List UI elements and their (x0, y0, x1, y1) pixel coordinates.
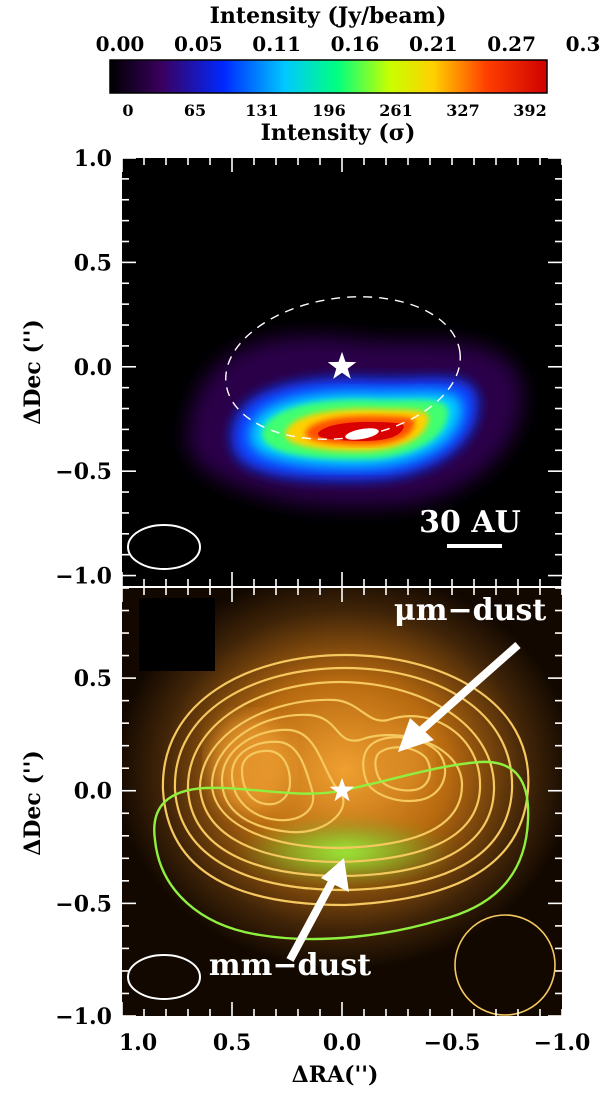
colorbar-bottom-tick-label: 65 (184, 101, 206, 120)
bottom-beam-ellipse (127, 954, 201, 1000)
ytick-label: −1.0 (55, 564, 112, 590)
colorbar-top-tick-label: 0.27 (487, 32, 536, 56)
top-beam-ellipse (127, 524, 201, 570)
top-panel-ylabel: ΔDec ('') (20, 319, 46, 425)
colorbar-title-bottom: Intensity (σ) (261, 120, 416, 146)
um-contour-1 (161, 653, 530, 907)
colorbar-top-tick-label: 0.16 (331, 32, 380, 56)
colorbar-top-tick-label: 0.21 (409, 32, 458, 56)
masked-corner (139, 598, 215, 671)
colorbar-gradient (109, 59, 548, 94)
ytick-label: 0.0 (74, 779, 112, 805)
ytick-label: 1.0 (74, 146, 112, 172)
um-dust-arrow (398, 642, 521, 752)
ytick-label: 0.5 (74, 666, 112, 692)
green-glow (235, 817, 455, 887)
psf-circle (454, 914, 556, 1016)
mm-dust-label: mm−dust (209, 948, 371, 983)
um-contour-7 (230, 740, 315, 822)
mm-dust-arrow (286, 858, 349, 962)
um-contour-8 (240, 749, 292, 806)
star-marker-top (327, 351, 357, 379)
colorbar-bottom-tick-label: 392 (513, 101, 546, 120)
xtick-label: 0.0 (323, 1030, 361, 1056)
bottom-panel-xlabel: ΔRA('') (292, 1062, 379, 1088)
colorbar-bottom-tick-label: 131 (245, 101, 278, 120)
colorbar-top-tick-label: 0.11 (252, 32, 301, 56)
colorbar-top-tick-label: 0.32 (566, 32, 600, 56)
star-marker-bottom (329, 777, 355, 802)
um-dust-contours (161, 653, 530, 907)
bottom-panel-ylabel: ΔDec ('') (20, 750, 46, 856)
mm-dust-contour (153, 760, 530, 941)
colorbar-title-top: Intensity (Jy/beam) (210, 3, 447, 29)
bottom-panel-xtick-labels: 1.0 0.5 0.0 −0.5 −1.0 (119, 1030, 591, 1056)
bottom-panel-ticks (121, 587, 563, 1017)
um-contour-10 (374, 746, 432, 792)
xtick-label: −1.0 (534, 1030, 591, 1056)
colorbar-bottom-tick-labels: 0 65 131 196 261 327 392 (122, 101, 546, 120)
top-panel: 30 AU 1.0 0.5 0.0 −0.5 −1.0 ΔDec ('') (20, 146, 563, 590)
colorbar-bottom-tick-label: 0 (122, 101, 133, 120)
ytick-label: −1.0 (55, 1004, 112, 1030)
ytick-label: −0.5 (55, 459, 112, 485)
xtick-label: −0.5 (424, 1030, 481, 1056)
scale-bar-label: 30 AU (419, 505, 521, 540)
ytick-label: 0.5 (74, 250, 112, 276)
colorbar-top-tick-label: 0.00 (96, 32, 145, 56)
colorbar-top-tick-label: 0.05 (174, 32, 223, 56)
um-contour-2 (173, 666, 514, 892)
dashed-ring (225, 296, 461, 440)
um-dust-label: μm−dust (394, 593, 547, 628)
ytick-label: −0.5 (55, 891, 112, 917)
top-panel-ytick-labels: 1.0 0.5 0.0 −0.5 −1.0 (55, 146, 112, 590)
top-panel-emission (127, 296, 523, 570)
colorbar-top-tick-labels: 0.00 0.05 0.11 0.16 0.21 0.27 0.32 (96, 32, 600, 56)
um-contour-3 (186, 680, 496, 878)
colorbar-bottom-tick-label: 261 (379, 101, 412, 120)
colorbar: Intensity (Jy/beam) 0.00 0.05 0.11 0.16 0.21… (96, 3, 600, 146)
top-panel-ticks (121, 157, 563, 586)
xtick-label: 1.0 (119, 1030, 157, 1056)
bottom-panel: μm−dust mm−dust 0.5 0.0 −0.5 −1.0 1.0 0.5 0.0… (20, 587, 591, 1088)
orange-hotspot-left (210, 717, 290, 813)
um-contour-5 (210, 713, 464, 850)
ytick-label: 0.0 (74, 355, 112, 381)
xtick-label: 0.5 (213, 1030, 251, 1056)
colorbar-bottom-tick-label: 196 (312, 101, 345, 120)
bottom-panel-ytick-labels: 0.5 0.0 −0.5 −1.0 (55, 666, 112, 1030)
colorbar-bottom-tick-label: 327 (446, 101, 479, 120)
um-contour-4 (198, 698, 482, 864)
